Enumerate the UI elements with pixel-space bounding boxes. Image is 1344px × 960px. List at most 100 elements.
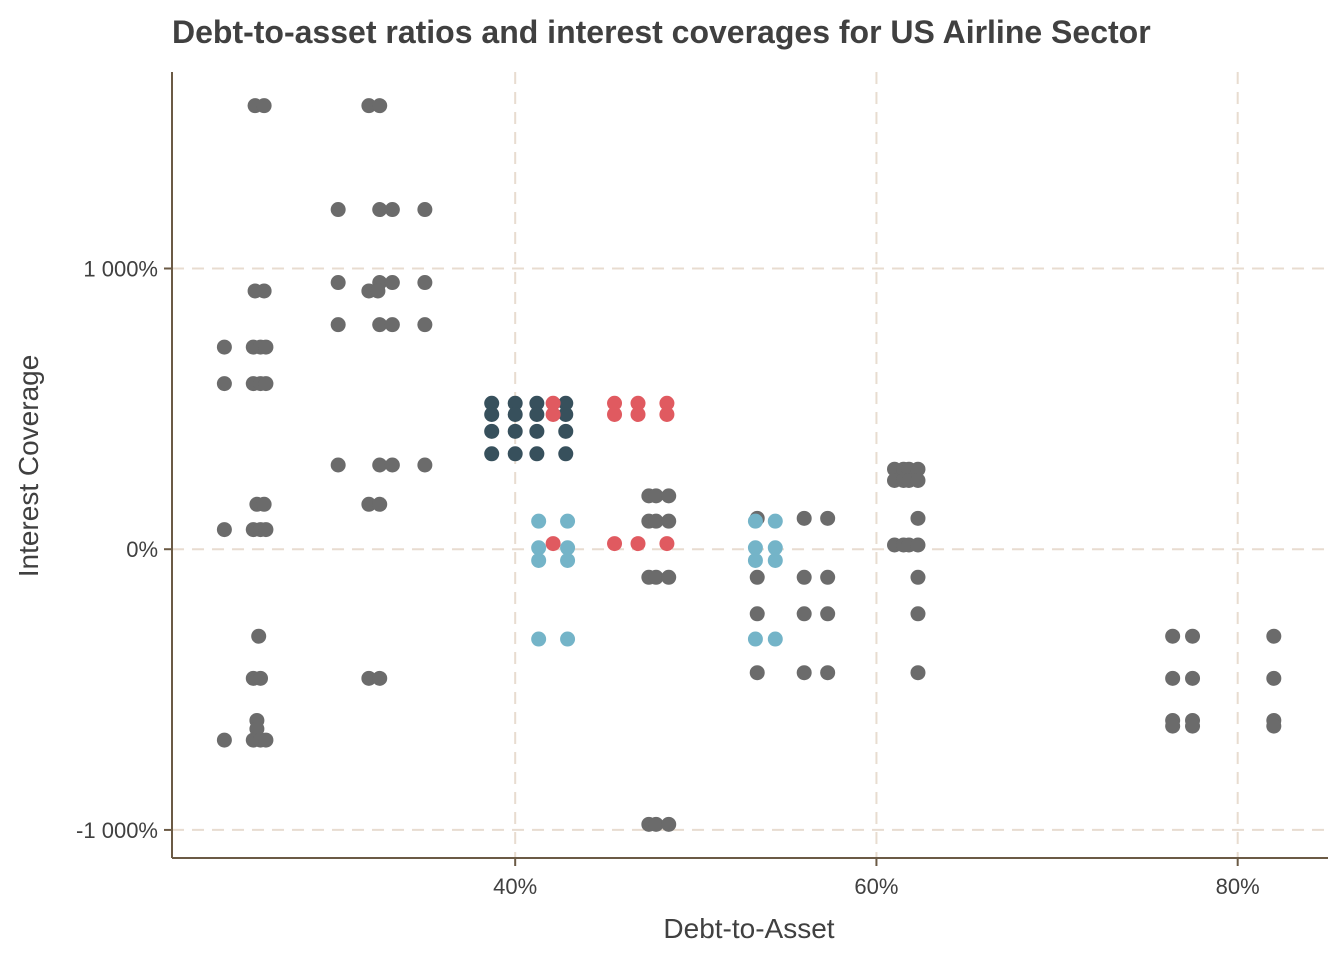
data-point-gray [1266,628,1282,644]
data-point-blue [560,513,576,529]
data-point-gray [256,98,272,114]
data-point-blue [531,631,547,647]
data-point-red [630,536,646,552]
data-point-gray [361,670,377,686]
data-point-gray [256,283,272,299]
points-layer [216,98,1282,832]
data-point-gray [910,665,926,681]
data-point-gray [796,510,812,526]
data-point-gray [417,275,433,291]
data-point-gray [330,202,346,218]
data-point-gray [820,510,836,526]
data-point-gray [820,569,836,585]
data-point-gray [661,488,677,504]
data-point-gray [820,606,836,622]
x-tick-label: 40% [493,874,537,899]
data-point-gray [253,670,269,686]
data-point-blue [747,552,763,568]
data-point-gray [910,537,926,553]
data-point-red [545,406,561,422]
data-point-blue [767,540,783,556]
data-point-dark [507,423,523,439]
data-point-gray [910,472,926,488]
data-point-dark [529,395,545,411]
data-point-gray [749,569,765,585]
data-point-gray [648,488,664,504]
data-point-gray [417,317,433,333]
data-point-gray [910,606,926,622]
data-point-gray [258,339,274,355]
data-point-gray [661,569,677,585]
data-point-blue [767,513,783,529]
data-point-dark [558,406,574,422]
y-axis-title: Interest Coverage [13,355,44,578]
data-point-gray [372,670,388,686]
data-point-gray [384,317,400,333]
data-point-gray [796,569,812,585]
data-point-gray [1185,628,1201,644]
data-point-gray [370,283,386,299]
data-point-gray [796,606,812,622]
data-point-dark [558,423,574,439]
data-point-gray [910,510,926,526]
axis-layer [171,72,1328,859]
data-point-gray [372,317,388,333]
data-point-blue [747,540,763,556]
y-tick-label: 1 000% [83,257,158,282]
data-point-gray [1266,670,1282,686]
data-point-dark [484,395,500,411]
data-point-gray [648,569,664,585]
data-point-gray [1165,628,1181,644]
data-point-gray [384,202,400,218]
data-point-gray [1185,718,1201,734]
data-point-gray [330,317,346,333]
data-point-gray [216,522,232,538]
data-point-red [659,395,675,411]
data-point-gray [216,376,232,392]
data-point-gray [251,628,267,644]
data-point-gray [372,98,388,114]
data-point-red [607,395,623,411]
data-point-dark [507,395,523,411]
data-point-gray [330,275,346,291]
data-point-dark [529,423,545,439]
data-point-gray [749,665,765,681]
data-point-gray [258,376,274,392]
x-tick-label: 60% [854,874,898,899]
data-point-red [545,395,561,411]
data-point-gray [372,496,388,512]
x-axis-title: Debt-to-Asset [663,913,834,944]
data-point-blue [531,513,547,529]
data-point-dark [484,423,500,439]
data-point-red [545,536,561,552]
data-point-dark [558,395,574,411]
data-point-gray [216,339,232,355]
data-point-gray [820,665,836,681]
data-point-gray [1185,670,1201,686]
data-point-gray [661,816,677,832]
data-point-gray [258,732,274,748]
data-point-gray [1165,670,1181,686]
data-point-blue [747,513,763,529]
data-point-gray [796,665,812,681]
x-tick-label: 80% [1216,874,1260,899]
grid-layer [172,72,1328,858]
data-point-gray [910,569,926,585]
data-point-gray [384,275,400,291]
data-point-blue [767,552,783,568]
data-point-gray [216,732,232,748]
data-point-dark [529,406,545,422]
data-point-red [659,536,675,552]
data-point-blue [531,540,547,556]
data-point-gray [258,522,274,538]
data-point-blue [767,631,783,647]
data-point-blue [747,631,763,647]
data-point-red [607,536,623,552]
data-point-gray [256,496,272,512]
data-point-gray [648,816,664,832]
data-point-gray [361,496,377,512]
data-point-gray [417,457,433,473]
data-point-gray [1165,718,1181,734]
y-tick-label: 0% [126,537,158,562]
tick-layer: 40% 60% 80% -1 000% 0% 1 000% [76,257,1260,900]
